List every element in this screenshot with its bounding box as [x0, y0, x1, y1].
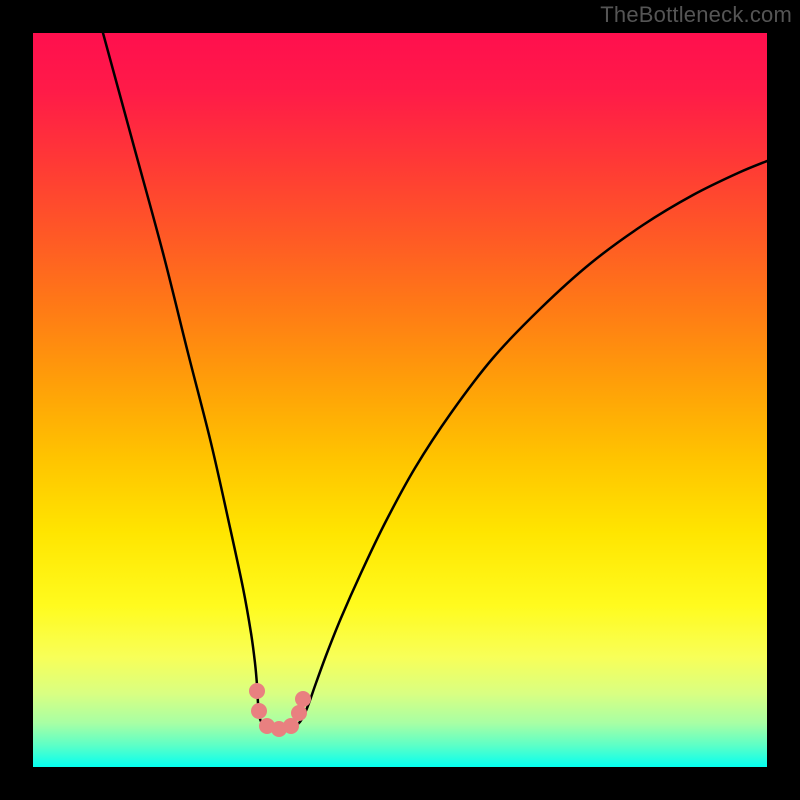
- curve-marker: [249, 683, 265, 699]
- curve-marker: [251, 703, 267, 719]
- watermark-text: TheBottleneck.com: [600, 2, 792, 28]
- plot-area: [33, 33, 767, 767]
- bottleneck-curve: [33, 33, 767, 767]
- curve-marker: [291, 705, 307, 721]
- curve-marker: [295, 691, 311, 707]
- chart-frame: TheBottleneck.com: [0, 0, 800, 800]
- curve-path: [103, 33, 767, 729]
